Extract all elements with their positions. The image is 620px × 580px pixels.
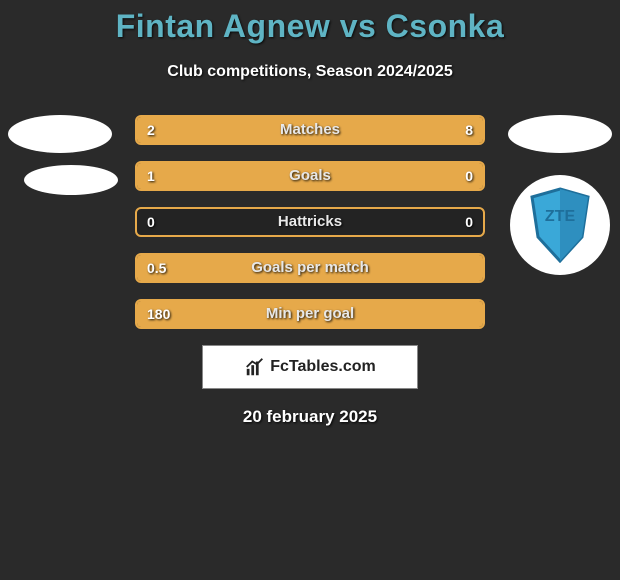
- stat-row: 0.5Goals per match: [135, 253, 485, 283]
- brand-text: FcTables.com: [270, 358, 376, 376]
- club-logo-text: ZTE: [545, 208, 576, 225]
- date-label: 20 february 2025: [0, 407, 620, 427]
- stat-label: Min per goal: [137, 301, 483, 327]
- stat-value-right: 0: [465, 163, 473, 189]
- stat-value-right: 8: [465, 117, 473, 143]
- stat-row: 180Min per goal: [135, 299, 485, 329]
- player1-avatar-placeholder-1: [8, 115, 112, 153]
- stat-label: Hattricks: [137, 209, 483, 235]
- shield-icon: ZTE: [528, 187, 592, 263]
- stat-label: Goals per match: [137, 255, 483, 281]
- stat-label: Goals: [137, 163, 483, 189]
- chart-icon: [244, 356, 266, 378]
- player2-club-logo: ZTE: [510, 175, 610, 285]
- stat-row: 1Goals0: [135, 161, 485, 191]
- player2-avatar-placeholder: [508, 115, 612, 153]
- comparison-bars: 2Matches81Goals00Hattricks00.5Goals per …: [135, 115, 485, 329]
- player1-avatar-placeholder-2: [24, 165, 118, 195]
- stat-label: Matches: [137, 117, 483, 143]
- page-title: Fintan Agnew vs Csonka: [0, 8, 620, 45]
- stat-row: 0Hattricks0: [135, 207, 485, 237]
- widget-container: Fintan Agnew vs Csonka Club competitions…: [0, 0, 620, 427]
- club-logo-circle: ZTE: [510, 175, 610, 275]
- subtitle: Club competitions, Season 2024/2025: [0, 63, 620, 81]
- brand-box[interactable]: FcTables.com: [202, 345, 418, 389]
- stats-area: ZTE 2Matches81Goals00Hattricks00.5Goals …: [0, 115, 620, 329]
- stat-row: 2Matches8: [135, 115, 485, 145]
- stat-value-right: 0: [465, 209, 473, 235]
